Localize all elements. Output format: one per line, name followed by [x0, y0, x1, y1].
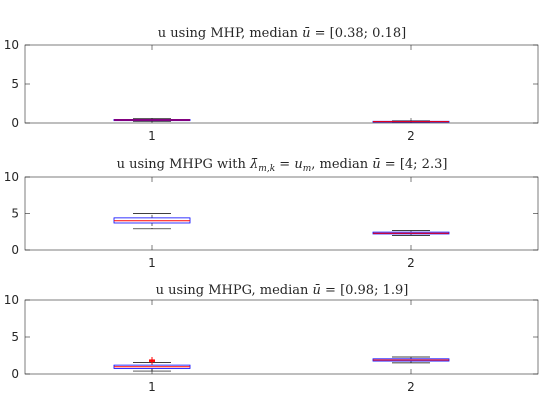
subplot-3-title: u using MHPG, median ū = [0.98; 1.9]: [156, 283, 409, 298]
y-tick-label: 0: [11, 243, 19, 257]
subplot-2: u using MHPG with λ̄m,k = um, median ū =…: [4, 157, 539, 270]
x-tick-label: 2: [407, 256, 415, 270]
y-tick-label: 0: [11, 367, 19, 381]
y-tick-label: 0: [11, 116, 19, 130]
y-tick-label: 10: [4, 293, 19, 307]
x-tick-label: 1: [148, 380, 156, 394]
y-tick-label: 10: [4, 170, 19, 184]
subplot-2-title: u using MHPG with λ̄m,k = um, median ū =…: [117, 157, 448, 174]
y-tick-label: 10: [4, 38, 19, 52]
subplot-3: u using MHPG, median ū = [0.98; 1.9] 0 5 1…: [4, 283, 539, 394]
y-tick-label: 5: [11, 330, 19, 344]
subplot-1: u using MHP, median ū = [0.38; 0.18] 0 5 1…: [4, 26, 539, 143]
x-tick-label: 2: [407, 380, 415, 394]
subplot-2-plot: 0 5 10 1 2: [4, 170, 539, 270]
y-tick-label: 5: [11, 207, 19, 221]
x-tick-label: 1: [148, 129, 156, 143]
x-tick-label: 2: [407, 129, 415, 143]
subplot-1-title: u using MHP, median ū = [0.38; 0.18]: [158, 26, 406, 41]
x-tick-label: 1: [148, 256, 156, 270]
subplot-1-plot: 0 5 10 1 2: [4, 38, 539, 143]
subplot-3-plot: 0 5 10 1 2: [4, 293, 539, 394]
y-tick-label: 5: [11, 77, 19, 91]
